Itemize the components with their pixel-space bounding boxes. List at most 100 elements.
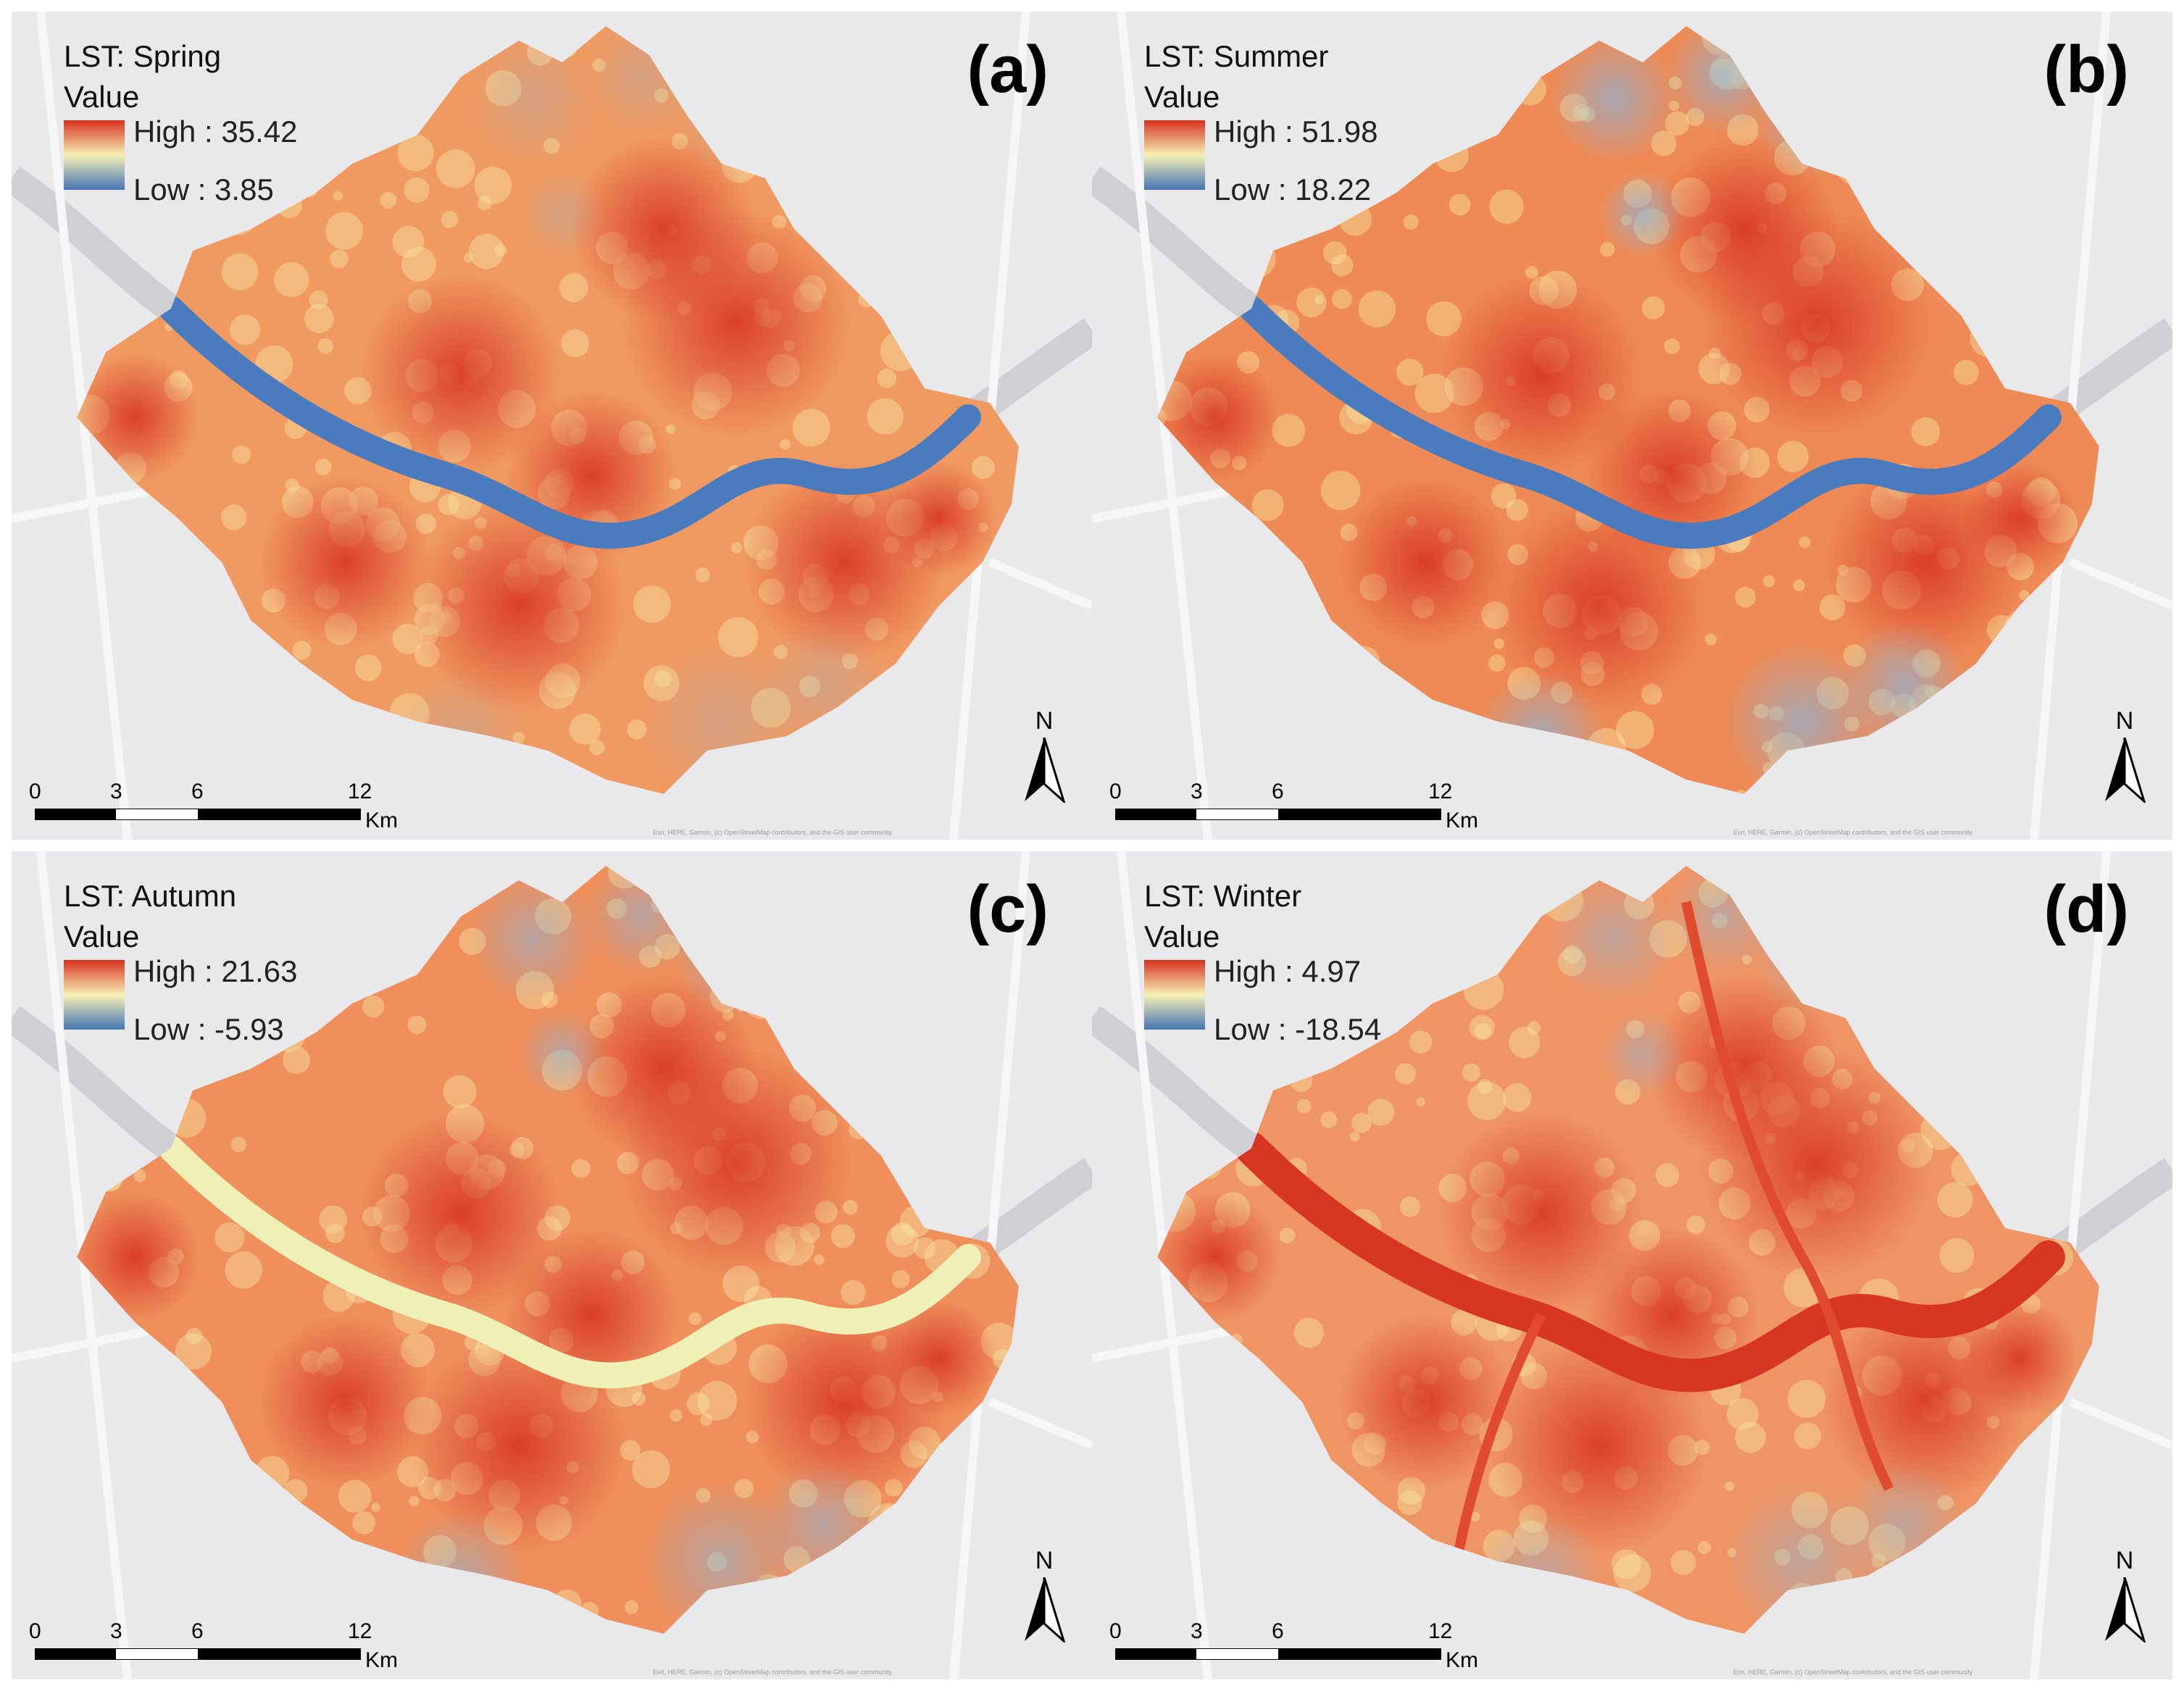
texture-speckle	[914, 1237, 936, 1259]
texture-speckle	[849, 1119, 869, 1140]
texture-speckle	[843, 1200, 858, 1215]
legend-color-ramp	[1144, 120, 1205, 190]
texture-speckle	[1972, 1085, 2012, 1124]
texture-speckle	[713, 38, 733, 57]
texture-speckle	[285, 478, 299, 493]
texture-speckle	[283, 1577, 322, 1617]
texture-speckle	[164, 1056, 202, 1093]
texture-speckle	[836, 945, 864, 974]
texture-speckle	[971, 456, 995, 480]
texture-speckle	[1615, 1610, 1653, 1634]
texture-speckle	[1349, 1132, 1360, 1142]
cool-area	[468, 33, 599, 164]
legend-value-label: Value	[64, 80, 140, 114]
texture-speckle	[983, 792, 1002, 794]
texture-speckle	[1938, 1043, 1969, 1074]
texture-speckle	[319, 1205, 347, 1234]
texture-speckle	[186, 1327, 203, 1345]
texture-speckle	[914, 75, 949, 110]
legend-color-ramp	[64, 960, 125, 1030]
texture-speckle	[759, 129, 796, 167]
texture-speckle	[1296, 1098, 1312, 1114]
texture-speckle	[870, 1014, 901, 1046]
texture-speckle	[133, 1169, 146, 1182]
hot-area	[1440, 272, 1643, 475]
map-attribution: Esri, HERE, Garmin, (c) OpenStreetMap co…	[653, 1669, 893, 1676]
texture-speckle	[1351, 1112, 1372, 1134]
texture-speckle	[283, 1479, 308, 1503]
cool-area	[519, 171, 606, 258]
legend-high-value: High : 51.98	[1214, 114, 1378, 149]
texture-speckle	[1251, 489, 1284, 522]
map-attribution: Esri, HERE, Garmin, (c) OpenStreetMap co…	[1733, 829, 1973, 836]
texture-speckle	[700, 1413, 713, 1426]
texture-speckle	[201, 1540, 216, 1556]
texture-speckle	[2089, 1142, 2099, 1157]
texture-speckle	[92, 1160, 124, 1192]
texture-speckle	[1990, 1589, 2022, 1621]
texture-speckle	[909, 54, 928, 73]
texture-speckle	[2009, 61, 2032, 84]
texture-speckle	[1806, 976, 1828, 998]
map-panel-autumn: LST: Autumn Value High : 21.63 Low : -5.…	[12, 851, 1092, 1679]
texture-speckle	[1806, 125, 1825, 143]
texture-speckle	[844, 906, 884, 945]
texture-speckle	[1157, 1451, 1171, 1469]
texture-speckle	[1236, 238, 1276, 278]
texture-speckle	[435, 891, 462, 919]
texture-speckle	[1922, 133, 1950, 161]
texture-speckle	[938, 1519, 956, 1537]
texture-speckle	[1953, 359, 1979, 385]
scale-bar-graphic	[1115, 809, 1441, 820]
texture-speckle	[1338, 203, 1372, 236]
texture-speckle	[1655, 1163, 1680, 1187]
texture-speckle	[918, 661, 938, 680]
texture-speckle	[1862, 1590, 1899, 1627]
texture-speckle	[1931, 59, 1943, 71]
texture-speckle	[1273, 585, 1285, 597]
texture-speckle	[1358, 290, 1396, 328]
texture-speckle	[325, 738, 338, 751]
texture-speckle	[320, 751, 343, 775]
stream	[1681, 901, 1894, 1492]
texture-speckle	[400, 65, 428, 93]
cool-area	[1940, 120, 2056, 236]
texture-speckle	[1338, 1513, 1365, 1541]
road	[36, 851, 132, 1679]
texture-speckle	[1348, 646, 1380, 678]
map-attribution: Esri, HERE, Garmin, (c) OpenStreetMap co…	[1733, 1669, 1973, 1676]
texture-speckle	[1320, 1111, 1338, 1128]
hot-area	[1962, 1300, 2077, 1416]
legend-color-ramp	[1144, 960, 1205, 1030]
texture-speckle	[891, 1222, 914, 1245]
texture-speckle	[1615, 711, 1654, 749]
texture-speckle	[1467, 1081, 1506, 1121]
legend: LST: Spring Value High : 35.42 Low : 3.8…	[64, 39, 397, 206]
texture-speckle	[1641, 296, 1665, 320]
texture-speckle	[1938, 1118, 1958, 1137]
texture-speckle	[1343, 686, 1379, 722]
texture-speckle	[1877, 73, 1917, 114]
hot-area	[1650, 974, 1838, 1163]
texture-speckle	[1487, 866, 1517, 890]
map-panel-summer: LST: Summer Value High : 51.98 Low : 18.…	[1092, 12, 2172, 840]
texture-speckle	[912, 1512, 950, 1549]
texture-speckle	[283, 1046, 311, 1074]
texture-speckle	[167, 1098, 207, 1138]
texture-speckle	[959, 133, 985, 159]
texture-speckle	[1330, 254, 1354, 277]
texture-speckle	[945, 1014, 976, 1045]
texture-speckle	[1793, 1422, 1822, 1450]
texture-speckle	[1403, 214, 1419, 230]
texture-speckle	[1001, 598, 1019, 628]
texture-speckle	[1196, 1487, 1233, 1524]
cool-area	[671, 888, 801, 1018]
texture-speckle	[932, 243, 953, 264]
texture-speckle	[1600, 241, 1615, 257]
texture-speckle	[896, 992, 920, 1015]
texture-speckle	[798, 144, 809, 155]
scale-tick: 0	[1109, 1619, 1122, 1643]
cool-area	[758, 1460, 888, 1590]
texture-speckle	[993, 1519, 1019, 1547]
texture-speckle	[1290, 680, 1324, 714]
